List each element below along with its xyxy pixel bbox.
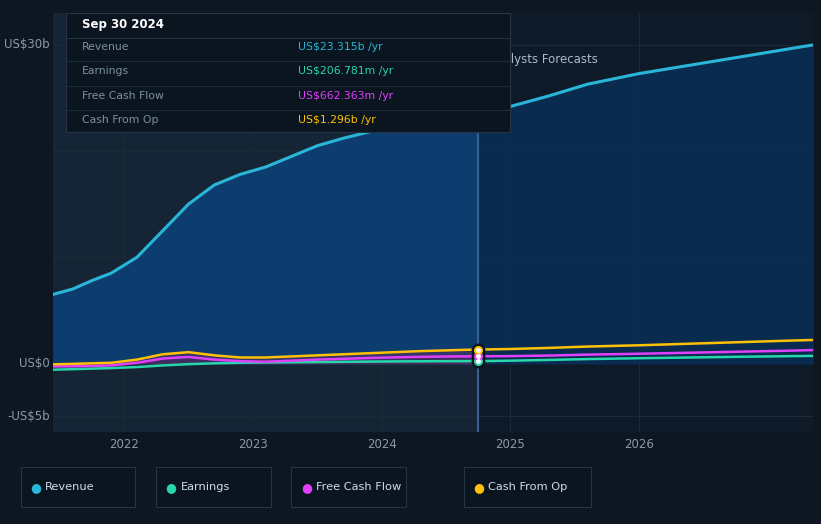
Text: Past: Past — [446, 53, 470, 67]
Bar — [478, 13, 813, 432]
Text: US$30b: US$30b — [4, 38, 49, 51]
Text: ●: ● — [30, 481, 41, 494]
Text: Revenue: Revenue — [45, 482, 94, 493]
Text: Analysts Forecasts: Analysts Forecasts — [488, 53, 599, 67]
Text: Earnings: Earnings — [81, 66, 129, 76]
Text: ●: ● — [473, 481, 484, 494]
Text: Sep 30 2024: Sep 30 2024 — [81, 18, 163, 31]
Text: ●: ● — [165, 481, 177, 494]
Text: Cash From Op: Cash From Op — [488, 482, 568, 493]
Text: Revenue: Revenue — [81, 42, 129, 52]
Bar — [53, 13, 478, 432]
Text: US$662.363m /yr: US$662.363m /yr — [298, 91, 393, 101]
Text: US$0: US$0 — [19, 357, 49, 370]
Bar — [67, 13, 511, 132]
Text: US$23.315b /yr: US$23.315b /yr — [298, 42, 383, 52]
Text: ●: ● — [300, 481, 312, 494]
Text: Free Cash Flow: Free Cash Flow — [316, 482, 401, 493]
Text: US$1.296b /yr: US$1.296b /yr — [298, 115, 376, 125]
Text: Earnings: Earnings — [181, 482, 230, 493]
Text: Cash From Op: Cash From Op — [81, 115, 158, 125]
Text: -US$5b: -US$5b — [7, 410, 49, 423]
Text: Free Cash Flow: Free Cash Flow — [81, 91, 163, 101]
Text: US$206.781m /yr: US$206.781m /yr — [298, 66, 393, 76]
